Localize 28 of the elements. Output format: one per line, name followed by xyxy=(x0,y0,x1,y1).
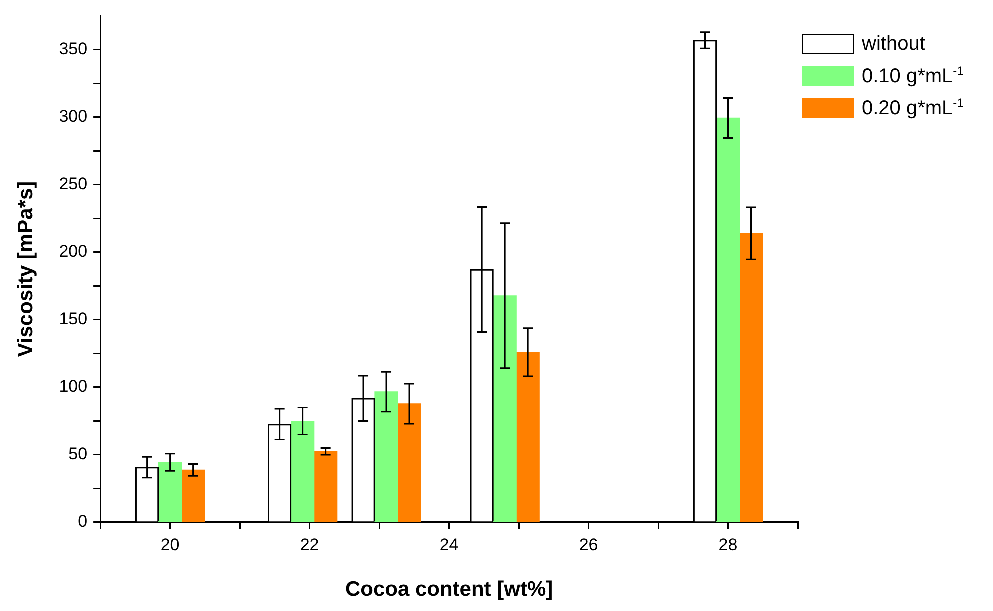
legend-label: 0.20 g*mL$^{-1}$ xyxy=(862,96,964,120)
bar xyxy=(716,118,740,522)
y-tick-label: 100 xyxy=(59,377,88,396)
legend-label: 0.10 g*mL$^{-1}$ xyxy=(862,64,964,88)
x-tick-label: 20 xyxy=(160,535,180,554)
x-tick-label: 26 xyxy=(579,535,598,554)
x-tick-label: 24 xyxy=(440,535,459,554)
bar xyxy=(739,233,764,522)
x-tick-label: 28 xyxy=(718,535,738,554)
bar xyxy=(314,451,338,522)
bar xyxy=(290,420,315,522)
y-tick-label: 250 xyxy=(59,174,88,194)
bar xyxy=(398,404,422,522)
x-tick-label: 22 xyxy=(300,535,320,554)
y-axis-title: Viscosity [mPa*s] xyxy=(14,181,38,358)
bar xyxy=(516,352,540,522)
y-tick-label: 150 xyxy=(59,310,88,329)
bar xyxy=(493,296,517,522)
bar xyxy=(374,392,398,522)
y-tick-label: 50 xyxy=(68,444,88,464)
y-tick-label: 200 xyxy=(59,242,88,262)
y-tick-label: 300 xyxy=(59,107,88,126)
x-axis-title: Cocoa content [wt%] xyxy=(345,578,554,602)
bar xyxy=(158,462,182,522)
text: without xyxy=(862,32,926,56)
y-tick-label: 0 xyxy=(78,512,88,532)
bar xyxy=(181,470,206,522)
y-tick-label: 350 xyxy=(59,40,88,59)
